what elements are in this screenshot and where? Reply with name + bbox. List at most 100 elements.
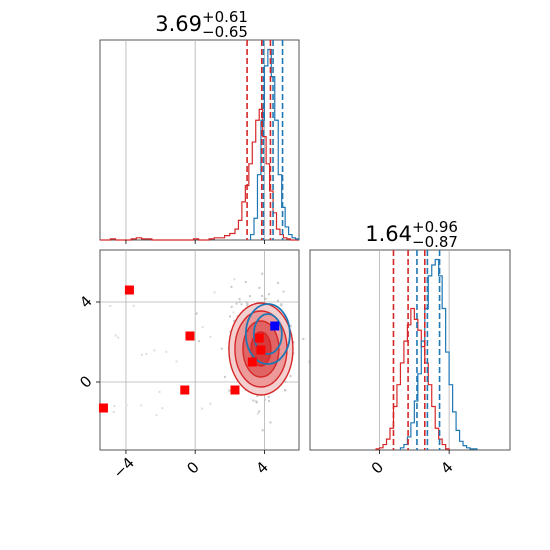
sample-point xyxy=(280,303,283,306)
sample-point xyxy=(292,341,295,344)
sample-point xyxy=(161,407,164,410)
sample-point xyxy=(228,389,231,392)
sample-point xyxy=(117,336,120,339)
sample-point xyxy=(256,395,259,398)
sample-point xyxy=(113,405,116,408)
x-tick-label: 4 xyxy=(253,458,272,477)
sample-point xyxy=(132,304,135,307)
sample-point xyxy=(232,311,235,314)
sample-point xyxy=(209,402,212,405)
sample-point xyxy=(198,340,201,343)
blue-density-contour xyxy=(252,313,283,355)
histogram-panel-bottom-right: 0 4 1.64 +0.96 −0.87 xyxy=(309,218,511,478)
sample-point xyxy=(252,399,255,402)
sample-point xyxy=(261,272,264,275)
sample-point xyxy=(158,390,161,393)
blue-square-marker xyxy=(270,321,280,331)
sample-point xyxy=(267,400,270,403)
red-square-marker xyxy=(180,385,190,395)
sample-point xyxy=(141,353,144,356)
sample-point xyxy=(165,350,168,353)
histogram-panel-top-left: 3.69 +0.61 −0.65 xyxy=(99,8,300,244)
panel-title-plus: +0.61 xyxy=(202,8,248,26)
sample-point xyxy=(261,295,264,298)
red-square-marker xyxy=(185,331,195,341)
sample-point xyxy=(246,302,249,305)
sample-point xyxy=(289,324,292,327)
red-square-marker xyxy=(124,285,134,295)
sample-point xyxy=(109,305,112,308)
y-tick-label: 0 xyxy=(76,372,95,391)
sample-point xyxy=(258,410,261,413)
sample-point xyxy=(261,429,264,432)
sample-point xyxy=(155,414,158,417)
sample-point xyxy=(114,334,117,337)
sample-point xyxy=(153,349,156,352)
x-tick-label: 0 xyxy=(183,458,202,477)
sample-point xyxy=(230,305,233,308)
x-tick-label: 0 xyxy=(368,458,387,477)
red-square-marker xyxy=(254,333,264,343)
sample-point xyxy=(267,293,270,296)
panel-title-value: 1.64 xyxy=(365,222,412,246)
x-tick-label: −4 xyxy=(110,454,138,482)
sample-point xyxy=(282,290,285,293)
sample-point xyxy=(284,388,287,391)
sample-point xyxy=(255,400,258,403)
sample-point xyxy=(238,298,241,301)
sample-point xyxy=(238,300,241,303)
panel-frame xyxy=(99,39,300,241)
red-square-marker xyxy=(230,385,240,395)
sample-point xyxy=(145,352,148,355)
sample-point xyxy=(220,347,223,350)
sample-point xyxy=(276,299,279,302)
red-square-marker xyxy=(256,345,266,355)
red-square-marker xyxy=(98,403,108,413)
sample-point xyxy=(289,375,292,378)
sample-point xyxy=(213,291,216,294)
sample-point xyxy=(277,281,280,284)
sample-point xyxy=(280,304,283,307)
sample-point xyxy=(235,302,238,305)
sample-point xyxy=(195,312,198,315)
sample-point xyxy=(284,380,287,383)
sample-point xyxy=(244,281,247,284)
y-tick-label: 4 xyxy=(76,292,95,311)
panel-frame xyxy=(309,249,511,451)
sample-point xyxy=(246,304,249,307)
sample-point xyxy=(209,335,212,338)
sample-point xyxy=(230,285,233,288)
sample-point xyxy=(245,301,248,304)
sample-point xyxy=(269,421,272,424)
panel-title-minus: −0.65 xyxy=(202,23,248,41)
sample-point xyxy=(223,375,226,378)
sample-point xyxy=(125,404,128,407)
sample-point xyxy=(233,319,236,322)
sample-point xyxy=(264,297,267,300)
panel-title-minus: −0.87 xyxy=(412,233,458,251)
sample-point xyxy=(267,395,270,398)
sample-point xyxy=(140,404,143,407)
sample-point xyxy=(200,407,203,410)
sample-point xyxy=(248,295,251,298)
sample-point xyxy=(264,398,267,401)
sample-point xyxy=(302,337,305,340)
sample-point xyxy=(201,326,204,329)
panel-title-plus: +0.96 xyxy=(412,218,458,236)
sample-point xyxy=(112,411,115,414)
sample-point xyxy=(229,315,232,318)
panel-title-value: 3.69 xyxy=(155,12,202,36)
blue-histogram-series xyxy=(249,48,300,240)
red-square-marker xyxy=(247,357,257,367)
sample-point xyxy=(175,360,178,363)
sample-point xyxy=(233,278,236,281)
red-histogram-series xyxy=(100,108,299,241)
sample-point xyxy=(256,412,259,415)
x-tick-label: 4 xyxy=(437,458,456,477)
red-histogram-series xyxy=(375,307,450,450)
blue-histogram-series xyxy=(399,258,478,450)
scatter-panel-bottom-left: −4 0 4 0 4 xyxy=(76,249,311,482)
sample-point xyxy=(258,286,261,289)
blue-density-contour xyxy=(244,303,291,365)
